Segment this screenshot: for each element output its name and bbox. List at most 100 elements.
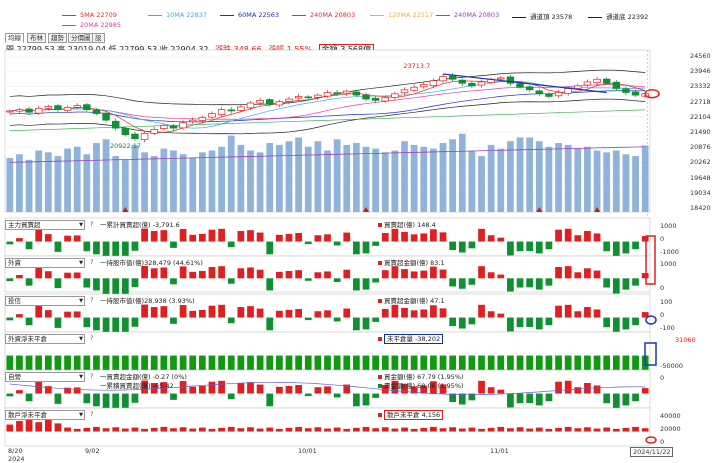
candle-body[interactable] — [169, 125, 178, 129]
candle-body[interactable] — [63, 107, 72, 111]
candle-body[interactable] — [266, 99, 274, 105]
candle-body[interactable] — [246, 102, 255, 109]
tab-2[interactable]: 趨勢 — [48, 33, 67, 43]
candle-body[interactable] — [323, 92, 332, 97]
tab-4[interactable]: 設 — [92, 33, 105, 43]
help-icon[interactable]: ? — [90, 258, 94, 266]
dropdown-arrow-icon[interactable]: ▼ — [79, 412, 83, 418]
candle-body[interactable] — [564, 88, 572, 94]
candle-body[interactable] — [631, 91, 640, 96]
indicator-bar — [218, 228, 225, 242]
panel-selector[interactable]: 投信 ▼ — [5, 296, 85, 306]
candle-body[interactable] — [198, 117, 207, 121]
candle-body[interactable] — [525, 86, 534, 91]
candle-body[interactable] — [6, 110, 14, 113]
indicator-bar — [430, 305, 437, 318]
candle-body[interactable] — [554, 92, 563, 97]
candle-body[interactable] — [44, 106, 53, 109]
trend-line[interactable] — [442, 73, 607, 94]
candle-body[interactable] — [622, 88, 630, 93]
candle-body[interactable] — [477, 81, 486, 86]
candle-body[interactable] — [121, 127, 130, 136]
panel-selector[interactable]: 外資淨未平倉 ▼ — [5, 334, 85, 344]
candle-body[interactable] — [574, 85, 582, 89]
candle-body[interactable] — [160, 125, 168, 129]
candle-body[interactable] — [304, 96, 312, 99]
candle-body[interactable] — [189, 119, 197, 123]
candle-body[interactable] — [92, 109, 101, 114]
signal-marker[interactable] — [122, 207, 129, 212]
signal-marker[interactable] — [536, 207, 543, 212]
candle-body[interactable] — [612, 81, 621, 89]
candle-body[interactable] — [333, 92, 341, 95]
candle-body[interactable] — [208, 113, 216, 118]
panel-selector[interactable]: 主力買賣超 ▼ — [5, 220, 85, 230]
candle-body[interactable] — [448, 75, 457, 80]
indicator-bar — [189, 428, 197, 432]
candle-body[interactable] — [34, 107, 43, 114]
candle-body[interactable] — [439, 76, 447, 82]
dropdown-arrow-icon[interactable]: ▼ — [79, 374, 83, 380]
candle-body[interactable] — [285, 98, 293, 102]
candle-body[interactable] — [468, 82, 476, 87]
candle-body[interactable] — [420, 84, 428, 88]
candle-body[interactable] — [256, 100, 264, 104]
candle-body[interactable] — [73, 105, 81, 108]
panel-selector[interactable]: 自營 ▼ — [5, 372, 85, 382]
candle-body[interactable] — [400, 89, 409, 94]
candle-body[interactable] — [102, 112, 110, 121]
candle-body[interactable] — [83, 104, 91, 110]
volume-bar — [304, 146, 312, 212]
candle-body[interactable] — [54, 105, 62, 110]
indicator-bar — [641, 273, 649, 279]
candle-body[interactable] — [352, 91, 361, 96]
candle-body[interactable] — [381, 97, 389, 102]
candle-body[interactable] — [429, 80, 438, 86]
indicator-bar — [73, 428, 81, 432]
candle-body[interactable] — [497, 77, 505, 80]
candle-body[interactable] — [140, 133, 149, 140]
dropdown-arrow-icon[interactable]: ▼ — [79, 336, 83, 342]
candle-body[interactable] — [545, 93, 553, 97]
candle-body[interactable] — [371, 97, 380, 101]
candle-body[interactable] — [294, 96, 303, 99]
help-icon[interactable]: ? — [90, 296, 94, 304]
candle-body[interactable] — [506, 76, 515, 84]
candle-body[interactable] — [593, 78, 601, 83]
dropdown-arrow-icon[interactable]: ▼ — [79, 298, 83, 304]
help-icon[interactable]: ? — [90, 334, 94, 342]
signal-marker[interactable] — [594, 207, 601, 212]
help-icon[interactable]: ? — [90, 220, 94, 228]
candle-body[interactable] — [343, 90, 351, 94]
tab-1[interactable]: 布林 — [27, 33, 46, 43]
candle-body[interactable] — [391, 93, 399, 98]
candle-body[interactable] — [602, 78, 611, 84]
candle-body[interactable] — [458, 79, 466, 84]
panel-selector[interactable]: 散戶淨未平倉 ▼ — [5, 410, 85, 420]
candle-body[interactable] — [410, 86, 418, 91]
candle-body[interactable] — [583, 81, 592, 86]
dropdown-arrow-icon[interactable]: ▼ — [79, 222, 83, 228]
candle-body[interactable] — [237, 106, 245, 111]
candle-body[interactable] — [362, 94, 370, 100]
candle-body[interactable] — [275, 101, 284, 106]
candle-body[interactable] — [227, 109, 235, 112]
candle-body[interactable] — [516, 83, 524, 88]
candle-body[interactable] — [111, 120, 120, 129]
candle-body[interactable] — [217, 109, 226, 115]
candle-body[interactable] — [131, 133, 139, 140]
help-icon[interactable]: ? — [90, 410, 94, 418]
help-icon[interactable]: ? — [90, 372, 94, 380]
candle-body[interactable] — [535, 90, 544, 95]
candle-body[interactable] — [25, 108, 33, 113]
candle-body[interactable] — [150, 129, 158, 134]
candle-body[interactable] — [314, 94, 322, 98]
candle-body[interactable] — [15, 109, 24, 112]
indicator-bar — [141, 228, 148, 242]
signal-marker[interactable] — [363, 207, 370, 212]
tab-0[interactable]: 均線 — [5, 33, 24, 43]
dropdown-arrow-icon[interactable]: ▼ — [79, 260, 83, 266]
panel-selector[interactable]: 外資 ▼ — [5, 258, 85, 268]
candle-body[interactable] — [179, 122, 187, 129]
